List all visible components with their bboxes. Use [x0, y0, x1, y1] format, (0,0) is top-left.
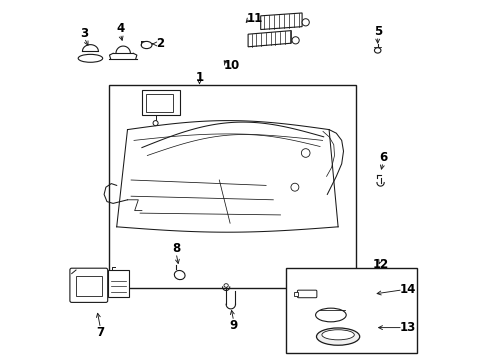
Ellipse shape: [315, 308, 346, 322]
Text: 12: 12: [372, 258, 388, 271]
Text: 3: 3: [80, 27, 88, 40]
Bar: [142, 90, 179, 115]
Ellipse shape: [316, 328, 359, 345]
Circle shape: [153, 121, 158, 126]
Ellipse shape: [141, 41, 152, 49]
Circle shape: [291, 37, 299, 44]
Polygon shape: [247, 31, 291, 47]
Text: 1: 1: [195, 71, 203, 84]
FancyBboxPatch shape: [297, 290, 316, 298]
Ellipse shape: [174, 270, 184, 280]
Text: 11: 11: [246, 12, 262, 24]
Text: 9: 9: [229, 319, 237, 332]
Text: 4: 4: [116, 22, 124, 35]
Bar: [294, 292, 297, 296]
Text: 14: 14: [399, 283, 415, 296]
Bar: [146, 94, 173, 112]
Ellipse shape: [321, 330, 354, 340]
Ellipse shape: [224, 284, 228, 287]
Text: 2: 2: [156, 37, 163, 50]
Ellipse shape: [78, 54, 102, 62]
Bar: [107, 270, 128, 297]
Circle shape: [290, 183, 298, 191]
Text: 10: 10: [224, 59, 240, 72]
Circle shape: [301, 149, 309, 157]
Bar: [285, 268, 416, 353]
Text: 8: 8: [172, 242, 180, 255]
Ellipse shape: [374, 48, 380, 53]
Text: 6: 6: [378, 151, 386, 164]
Text: 7: 7: [96, 327, 104, 339]
Text: 13: 13: [399, 321, 415, 334]
Text: 5: 5: [373, 25, 381, 38]
Bar: [109, 85, 355, 288]
Bar: [76, 276, 102, 296]
Polygon shape: [260, 13, 302, 30]
Circle shape: [302, 19, 309, 26]
FancyBboxPatch shape: [70, 268, 107, 302]
